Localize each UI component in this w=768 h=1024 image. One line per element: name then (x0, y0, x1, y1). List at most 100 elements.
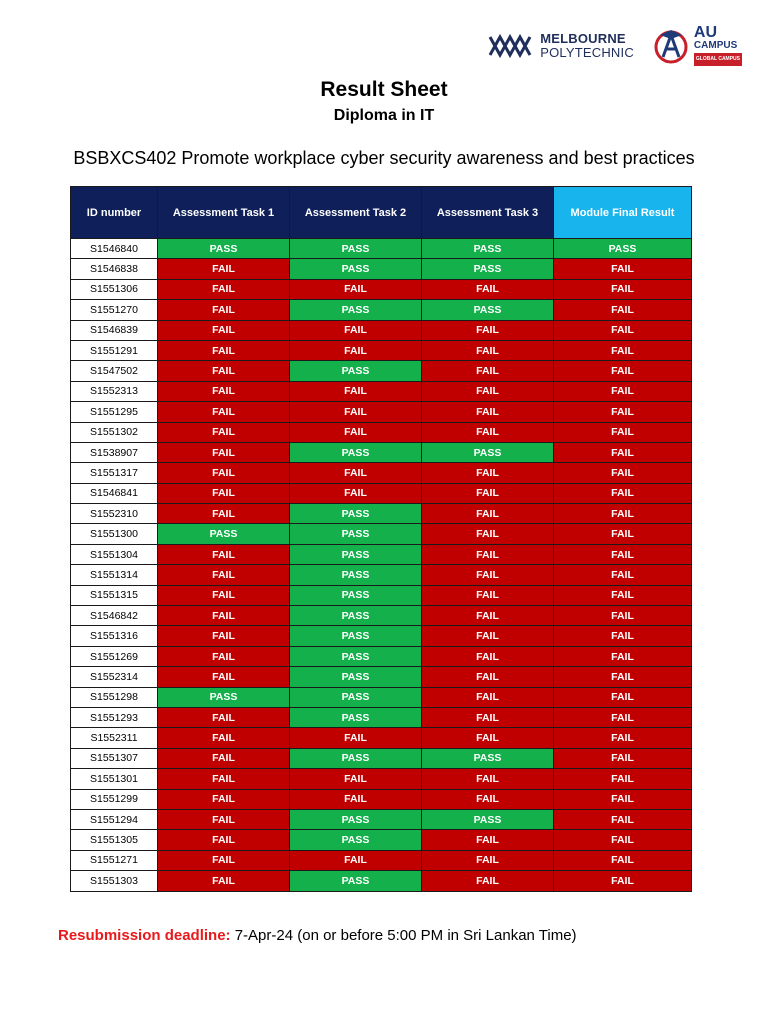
id-number-cell: S1551269 (70, 645, 158, 668)
task-1-result-cell: FAIL (157, 258, 290, 280)
task-2-result-cell: PASS (289, 237, 422, 260)
table-row: S1546841 FAIL FAIL FAIL FAIL (70, 482, 692, 505)
task-2-result-cell: PASS (289, 299, 422, 321)
task-3-result-cell: PASS (421, 258, 554, 280)
id-number-cell: S1551305 (70, 829, 158, 851)
id-number-cell: S1551304 (70, 543, 158, 566)
header-id-number: ID number (70, 186, 158, 239)
final-result-cell: FAIL (553, 747, 692, 770)
task-3-result-cell: FAIL (421, 584, 554, 607)
task-3-result-cell: FAIL (421, 564, 554, 586)
task-3-result-cell: FAIL (421, 503, 554, 525)
header-module-final-result: Module Final Result (553, 186, 692, 239)
task-1-result-cell: FAIL (157, 768, 290, 790)
table-row: S1552314 FAIL PASS FAIL FAIL (70, 666, 692, 688)
id-number-cell: S1552311 (70, 727, 158, 749)
task-2-result-cell: FAIL (289, 727, 422, 749)
id-number-cell: S1551302 (70, 421, 158, 443)
final-result-cell: FAIL (553, 319, 692, 341)
final-result-cell: FAIL (553, 706, 692, 729)
task-1-result-cell: FAIL (157, 299, 290, 321)
task-1-result-cell: FAIL (157, 564, 290, 586)
final-result-cell: FAIL (553, 401, 692, 423)
task-2-result-cell: PASS (289, 829, 422, 851)
task-3-result-cell: FAIL (421, 870, 554, 892)
header-assessment-task-2: Assessment Task 2 (289, 186, 422, 239)
task-2-result-cell: FAIL (289, 462, 422, 484)
task-1-result-cell: FAIL (157, 829, 290, 851)
melbourne-polytechnic-logo: MELBOURNE POLYTECHNIC (488, 32, 634, 60)
task-3-result-cell: FAIL (421, 339, 554, 362)
id-number-cell: S1551315 (70, 584, 158, 607)
table-row: S1546838 FAIL PASS PASS FAIL (70, 258, 692, 280)
task-1-result-cell: FAIL (157, 808, 290, 831)
id-number-cell: S1551303 (70, 870, 158, 892)
task-1-result-cell: PASS (157, 237, 290, 260)
table-row: S1551305 FAIL PASS FAIL FAIL (70, 829, 692, 851)
id-number-cell: S1546839 (70, 319, 158, 341)
final-result-cell: FAIL (553, 625, 692, 647)
task-2-result-cell: FAIL (289, 319, 422, 341)
final-result-cell: FAIL (553, 768, 692, 790)
id-number-cell: S1551316 (70, 625, 158, 647)
task-3-result-cell: FAIL (421, 319, 554, 341)
task-1-result-cell: FAIL (157, 319, 290, 341)
task-2-result-cell: PASS (289, 870, 422, 892)
task-2-result-cell: FAIL (289, 788, 422, 810)
task-3-result-cell: FAIL (421, 360, 554, 382)
final-result-cell: FAIL (553, 441, 692, 464)
table-row: S1551300 PASS PASS FAIL FAIL (70, 523, 692, 545)
task-3-result-cell: FAIL (421, 768, 554, 790)
final-result-cell: FAIL (553, 686, 692, 708)
task-1-result-cell: FAIL (157, 401, 290, 423)
final-result-cell: FAIL (553, 339, 692, 362)
id-number-cell: S1551294 (70, 808, 158, 831)
task-3-result-cell: FAIL (421, 605, 554, 627)
task-3-result-cell: FAIL (421, 462, 554, 484)
table-row: S1546839 FAIL FAIL FAIL FAIL (70, 319, 692, 341)
task-2-result-cell: PASS (289, 645, 422, 668)
table-row: S1551293 FAIL PASS FAIL FAIL (70, 706, 692, 729)
task-2-result-cell: FAIL (289, 401, 422, 423)
task-2-result-cell: PASS (289, 564, 422, 586)
header-assessment-task-1: Assessment Task 1 (157, 186, 290, 239)
mp-logo-line1: MELBOURNE (540, 31, 626, 46)
table-row: S1551315 FAIL PASS FAIL FAIL (70, 584, 692, 607)
task-2-result-cell: PASS (289, 584, 422, 607)
table-row: S1547502 FAIL PASS FAIL FAIL (70, 360, 692, 382)
table-row: S1551271 FAIL FAIL FAIL FAIL (70, 849, 692, 872)
table-row: S1538907 FAIL PASS PASS FAIL (70, 441, 692, 464)
table-row: S1551306 FAIL FAIL FAIL FAIL (70, 278, 692, 301)
table-row: S1552310 FAIL PASS FAIL FAIL (70, 503, 692, 525)
mp-logo-line2: POLYTECHNIC (540, 45, 634, 60)
id-number-cell: S1551307 (70, 747, 158, 770)
table-row: S1551298 PASS PASS FAIL FAIL (70, 686, 692, 708)
task-3-result-cell: FAIL (421, 380, 554, 403)
au-campus-logo: AU CAMPUS GLOBAL CAMPUS (652, 25, 742, 66)
task-3-result-cell: FAIL (421, 482, 554, 505)
task-2-result-cell: PASS (289, 666, 422, 688)
table-row: S1552313 FAIL FAIL FAIL FAIL (70, 380, 692, 403)
task-1-result-cell: FAIL (157, 462, 290, 484)
final-result-cell: PASS (553, 237, 692, 260)
task-2-result-cell: PASS (289, 808, 422, 831)
table-row: S1551307 FAIL PASS PASS FAIL (70, 747, 692, 770)
task-2-result-cell: PASS (289, 747, 422, 770)
header-assessment-task-3: Assessment Task 3 (421, 186, 554, 239)
final-result-cell: FAIL (553, 727, 692, 749)
final-result-cell: FAIL (553, 788, 692, 810)
task-3-result-cell: FAIL (421, 686, 554, 708)
task-3-result-cell: FAIL (421, 706, 554, 729)
task-1-result-cell: FAIL (157, 870, 290, 892)
task-3-result-cell: PASS (421, 299, 554, 321)
final-result-cell: FAIL (553, 258, 692, 280)
logo-bar: MELBOURNE POLYTECHNIC AU CAMPUS GLOBAL C… (488, 25, 742, 66)
table-row: S1551301 FAIL FAIL FAIL FAIL (70, 768, 692, 790)
task-3-result-cell: FAIL (421, 645, 554, 668)
task-1-result-cell: FAIL (157, 441, 290, 464)
table-row: S1551316 FAIL PASS FAIL FAIL (70, 625, 692, 647)
table-row: S1551270 FAIL PASS PASS FAIL (70, 299, 692, 321)
final-result-cell: FAIL (553, 462, 692, 484)
resubmission-deadline: Resubmission deadline: 7-Apr-24 (on or b… (58, 927, 577, 944)
final-result-cell: FAIL (553, 666, 692, 688)
